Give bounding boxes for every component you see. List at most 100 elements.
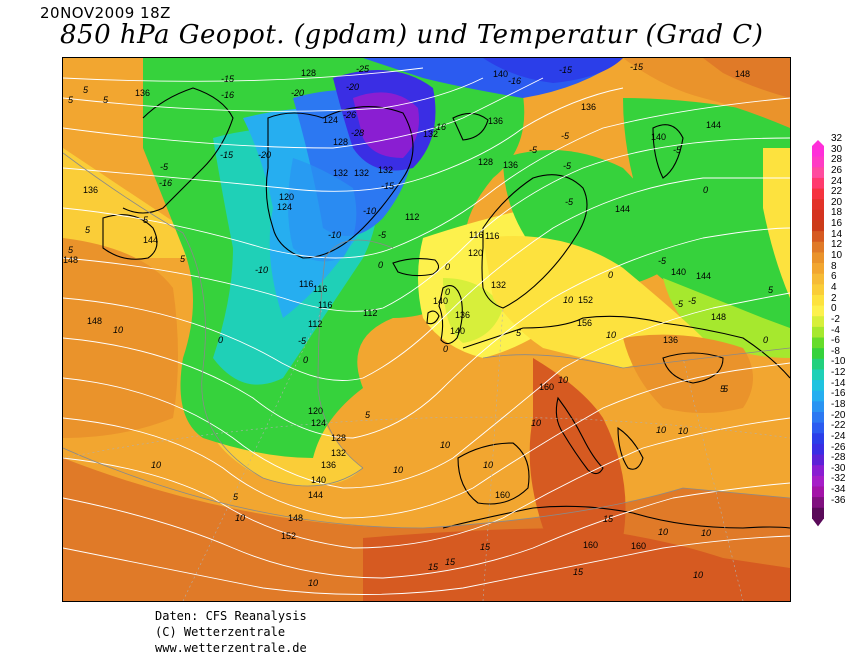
scale-swatch xyxy=(812,316,824,328)
svg-text:140: 140 xyxy=(671,267,686,277)
scale-label: -18 xyxy=(831,399,846,410)
svg-text:-15: -15 xyxy=(559,65,573,75)
svg-text:-20: -20 xyxy=(291,88,304,98)
scale-label: -14 xyxy=(831,377,846,389)
map-canvas: -15-16 -20 -20-25-26 -28-20-15 -16-16-15 … xyxy=(63,58,790,601)
scale-swatch xyxy=(812,231,824,243)
scale-swatch xyxy=(812,294,824,307)
scale-label: -4 xyxy=(831,324,840,336)
svg-text:-25: -25 xyxy=(356,64,370,74)
color-scale-bar xyxy=(812,140,824,527)
svg-text:-28: -28 xyxy=(351,128,364,138)
scale-swatch xyxy=(812,177,824,190)
svg-text:112: 112 xyxy=(405,212,419,222)
svg-text:-16: -16 xyxy=(159,178,172,188)
svg-text:-5: -5 xyxy=(529,145,538,155)
svg-text:0: 0 xyxy=(218,335,223,345)
map-title: 850 hPa Geopot. (gpdam) und Temperatur (… xyxy=(60,20,764,50)
svg-text:-5: -5 xyxy=(378,230,387,240)
svg-text:10: 10 xyxy=(563,295,573,305)
scale-swatch xyxy=(812,220,824,232)
svg-text:160: 160 xyxy=(539,382,554,392)
svg-text:160: 160 xyxy=(583,540,598,550)
svg-text:148: 148 xyxy=(63,255,78,265)
svg-text:10: 10 xyxy=(151,460,161,470)
scale-swatch xyxy=(812,337,824,349)
scale-label: 2 xyxy=(831,292,837,304)
svg-text:136: 136 xyxy=(321,460,336,470)
scale-label: 20 xyxy=(831,196,843,208)
svg-text:132: 132 xyxy=(333,168,348,178)
scale-label: 28 xyxy=(831,154,843,166)
svg-text:-5: -5 xyxy=(160,162,169,172)
scale-swatch xyxy=(812,188,824,200)
coastlines xyxy=(102,87,790,529)
svg-text:-20: -20 xyxy=(258,150,271,160)
scale-label: 16 xyxy=(831,218,843,230)
svg-text:5: 5 xyxy=(68,245,74,255)
scale-swatch xyxy=(812,199,824,211)
svg-text:0: 0 xyxy=(703,185,708,195)
svg-text:0: 0 xyxy=(443,344,448,354)
scale-label: -36 xyxy=(831,494,846,506)
scale-label: 6 xyxy=(831,271,837,283)
svg-text:148: 148 xyxy=(711,312,726,322)
svg-text:-15: -15 xyxy=(220,150,234,160)
svg-text:116: 116 xyxy=(485,231,499,241)
svg-text:-5: -5 xyxy=(298,336,307,346)
svg-text:-15: -15 xyxy=(221,74,235,84)
svg-text:128: 128 xyxy=(333,137,348,147)
svg-text:136: 136 xyxy=(135,88,150,98)
scale-label: -24 xyxy=(831,430,846,442)
svg-text:124: 124 xyxy=(277,202,292,212)
scale-swatch xyxy=(812,305,824,317)
svg-text:10: 10 xyxy=(113,325,123,335)
scale-swatch xyxy=(812,209,824,221)
scale-swatch xyxy=(812,380,824,392)
svg-text:-10: -10 xyxy=(363,206,376,216)
svg-text:-15: -15 xyxy=(630,62,644,72)
svg-text:144: 144 xyxy=(696,271,711,281)
svg-text:5: 5 xyxy=(720,384,726,394)
scale-label: -30 xyxy=(831,462,846,474)
svg-text:112: 112 xyxy=(363,308,377,318)
scale-swatch xyxy=(812,422,824,434)
scale-label: 4 xyxy=(831,281,837,293)
svg-text:-20: -20 xyxy=(346,82,359,92)
scale-label: -6 xyxy=(831,335,840,347)
scale-label: -10 xyxy=(831,356,846,368)
svg-text:-26: -26 xyxy=(343,110,356,120)
scale-label: 12 xyxy=(831,239,843,251)
svg-text:15: 15 xyxy=(428,562,439,572)
scale-label: 30 xyxy=(831,143,843,155)
svg-text:10: 10 xyxy=(701,528,711,538)
svg-text:5: 5 xyxy=(365,410,371,420)
svg-text:-16: -16 xyxy=(433,122,446,132)
svg-text:-5: -5 xyxy=(561,131,570,141)
scale-label: -8 xyxy=(831,345,840,357)
svg-text:144: 144 xyxy=(615,204,630,214)
svg-text:10: 10 xyxy=(678,426,688,436)
scale-bottom-arrow xyxy=(812,518,824,527)
svg-text:116: 116 xyxy=(318,300,332,310)
scale-swatch xyxy=(812,465,824,477)
svg-text:15: 15 xyxy=(573,567,584,577)
scale-swatch xyxy=(812,273,824,285)
svg-text:-16: -16 xyxy=(508,76,521,86)
svg-text:10: 10 xyxy=(393,465,403,475)
svg-text:128: 128 xyxy=(331,433,346,443)
svg-text:144: 144 xyxy=(143,235,158,245)
scale-swatch xyxy=(812,497,824,509)
svg-text:5: 5 xyxy=(233,492,239,502)
scale-label: -22 xyxy=(831,420,846,432)
scale-label: -12 xyxy=(831,367,846,379)
svg-text:5: 5 xyxy=(143,215,149,225)
footer-data-source: Daten: CFS Reanalysis xyxy=(155,609,307,623)
svg-text:-5: -5 xyxy=(563,161,572,171)
svg-text:136: 136 xyxy=(83,185,98,195)
svg-text:10: 10 xyxy=(483,460,493,470)
scale-label: -2 xyxy=(831,313,840,325)
temperature-field xyxy=(63,58,790,601)
svg-text:5: 5 xyxy=(768,285,774,295)
scale-swatch xyxy=(812,475,824,487)
